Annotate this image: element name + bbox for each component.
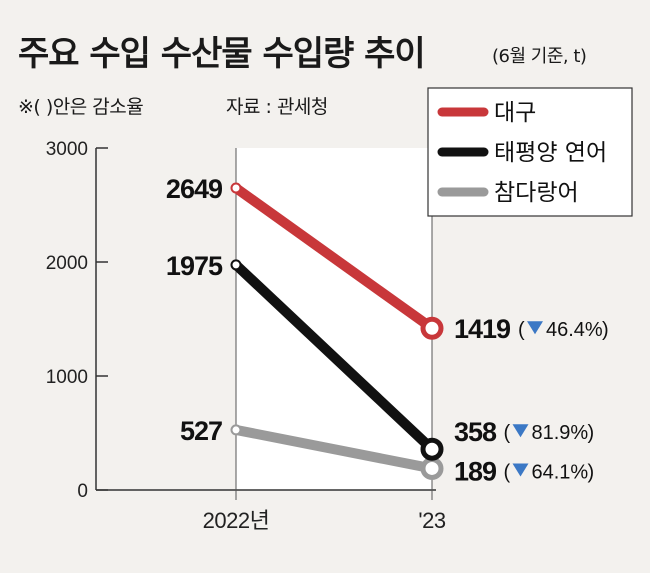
change-label-cod: 46.4%: [546, 319, 603, 341]
change-close-paren: ): [602, 319, 609, 341]
data-point-salmon-2023: [420, 437, 444, 461]
y-tick-label: 1000: [46, 367, 88, 388]
chart-note: ※( )안은 감소율: [18, 96, 144, 118]
data-point-pollock-2022: [230, 424, 242, 436]
change-label-pollock: 64.1%: [532, 461, 589, 483]
value-label-cod-2022: 2649: [166, 174, 223, 204]
value-label-salmon-2022: 1975: [166, 251, 223, 281]
chart-source: 자료 : 관세청: [226, 96, 328, 118]
x-tick-label: 2022년: [203, 508, 270, 533]
legend-label-cod: 대구: [494, 100, 536, 126]
change-open-paren: (: [504, 461, 511, 483]
data-point-pollock-2023: [420, 456, 444, 480]
legend-label-pollock: 참다랑어: [494, 180, 579, 206]
x-tick-label: '23: [418, 508, 445, 533]
value-label-salmon-2023: 358: [454, 417, 497, 447]
value-label-pollock-2023: 189: [454, 456, 497, 486]
down-arrow-icon: [512, 463, 529, 477]
data-point-salmon-2022: [230, 259, 242, 271]
series-line-salmon: [232, 261, 436, 453]
legend-label-salmon: 태평양 연어: [494, 140, 607, 166]
value-label-pollock-2022: 527: [180, 416, 222, 446]
y-tick-label: 3000: [46, 139, 88, 160]
y-tick-label: 2000: [46, 253, 88, 274]
chart-title: 주요 수입 수산물 수입량 추이: [18, 34, 426, 74]
change-open-paren: (: [518, 319, 525, 341]
change-close-paren: ): [588, 461, 595, 483]
data-point-cod-2023: [420, 316, 444, 340]
chart-subtitle: (6월 기준, t): [492, 46, 587, 67]
series-line-cod: [233, 183, 435, 333]
change-close-paren: ): [588, 422, 595, 444]
change-label-salmon: 81.9%: [532, 422, 589, 444]
down-arrow-icon: [527, 321, 543, 335]
series-line-pollock: [235, 425, 433, 474]
y-tick-label: 0: [77, 481, 88, 502]
change-open-paren: (: [504, 422, 511, 444]
down-arrow-icon: [512, 424, 529, 438]
value-label-cod-2023: 1419: [454, 314, 511, 344]
data-point-cod-2022: [230, 182, 242, 194]
